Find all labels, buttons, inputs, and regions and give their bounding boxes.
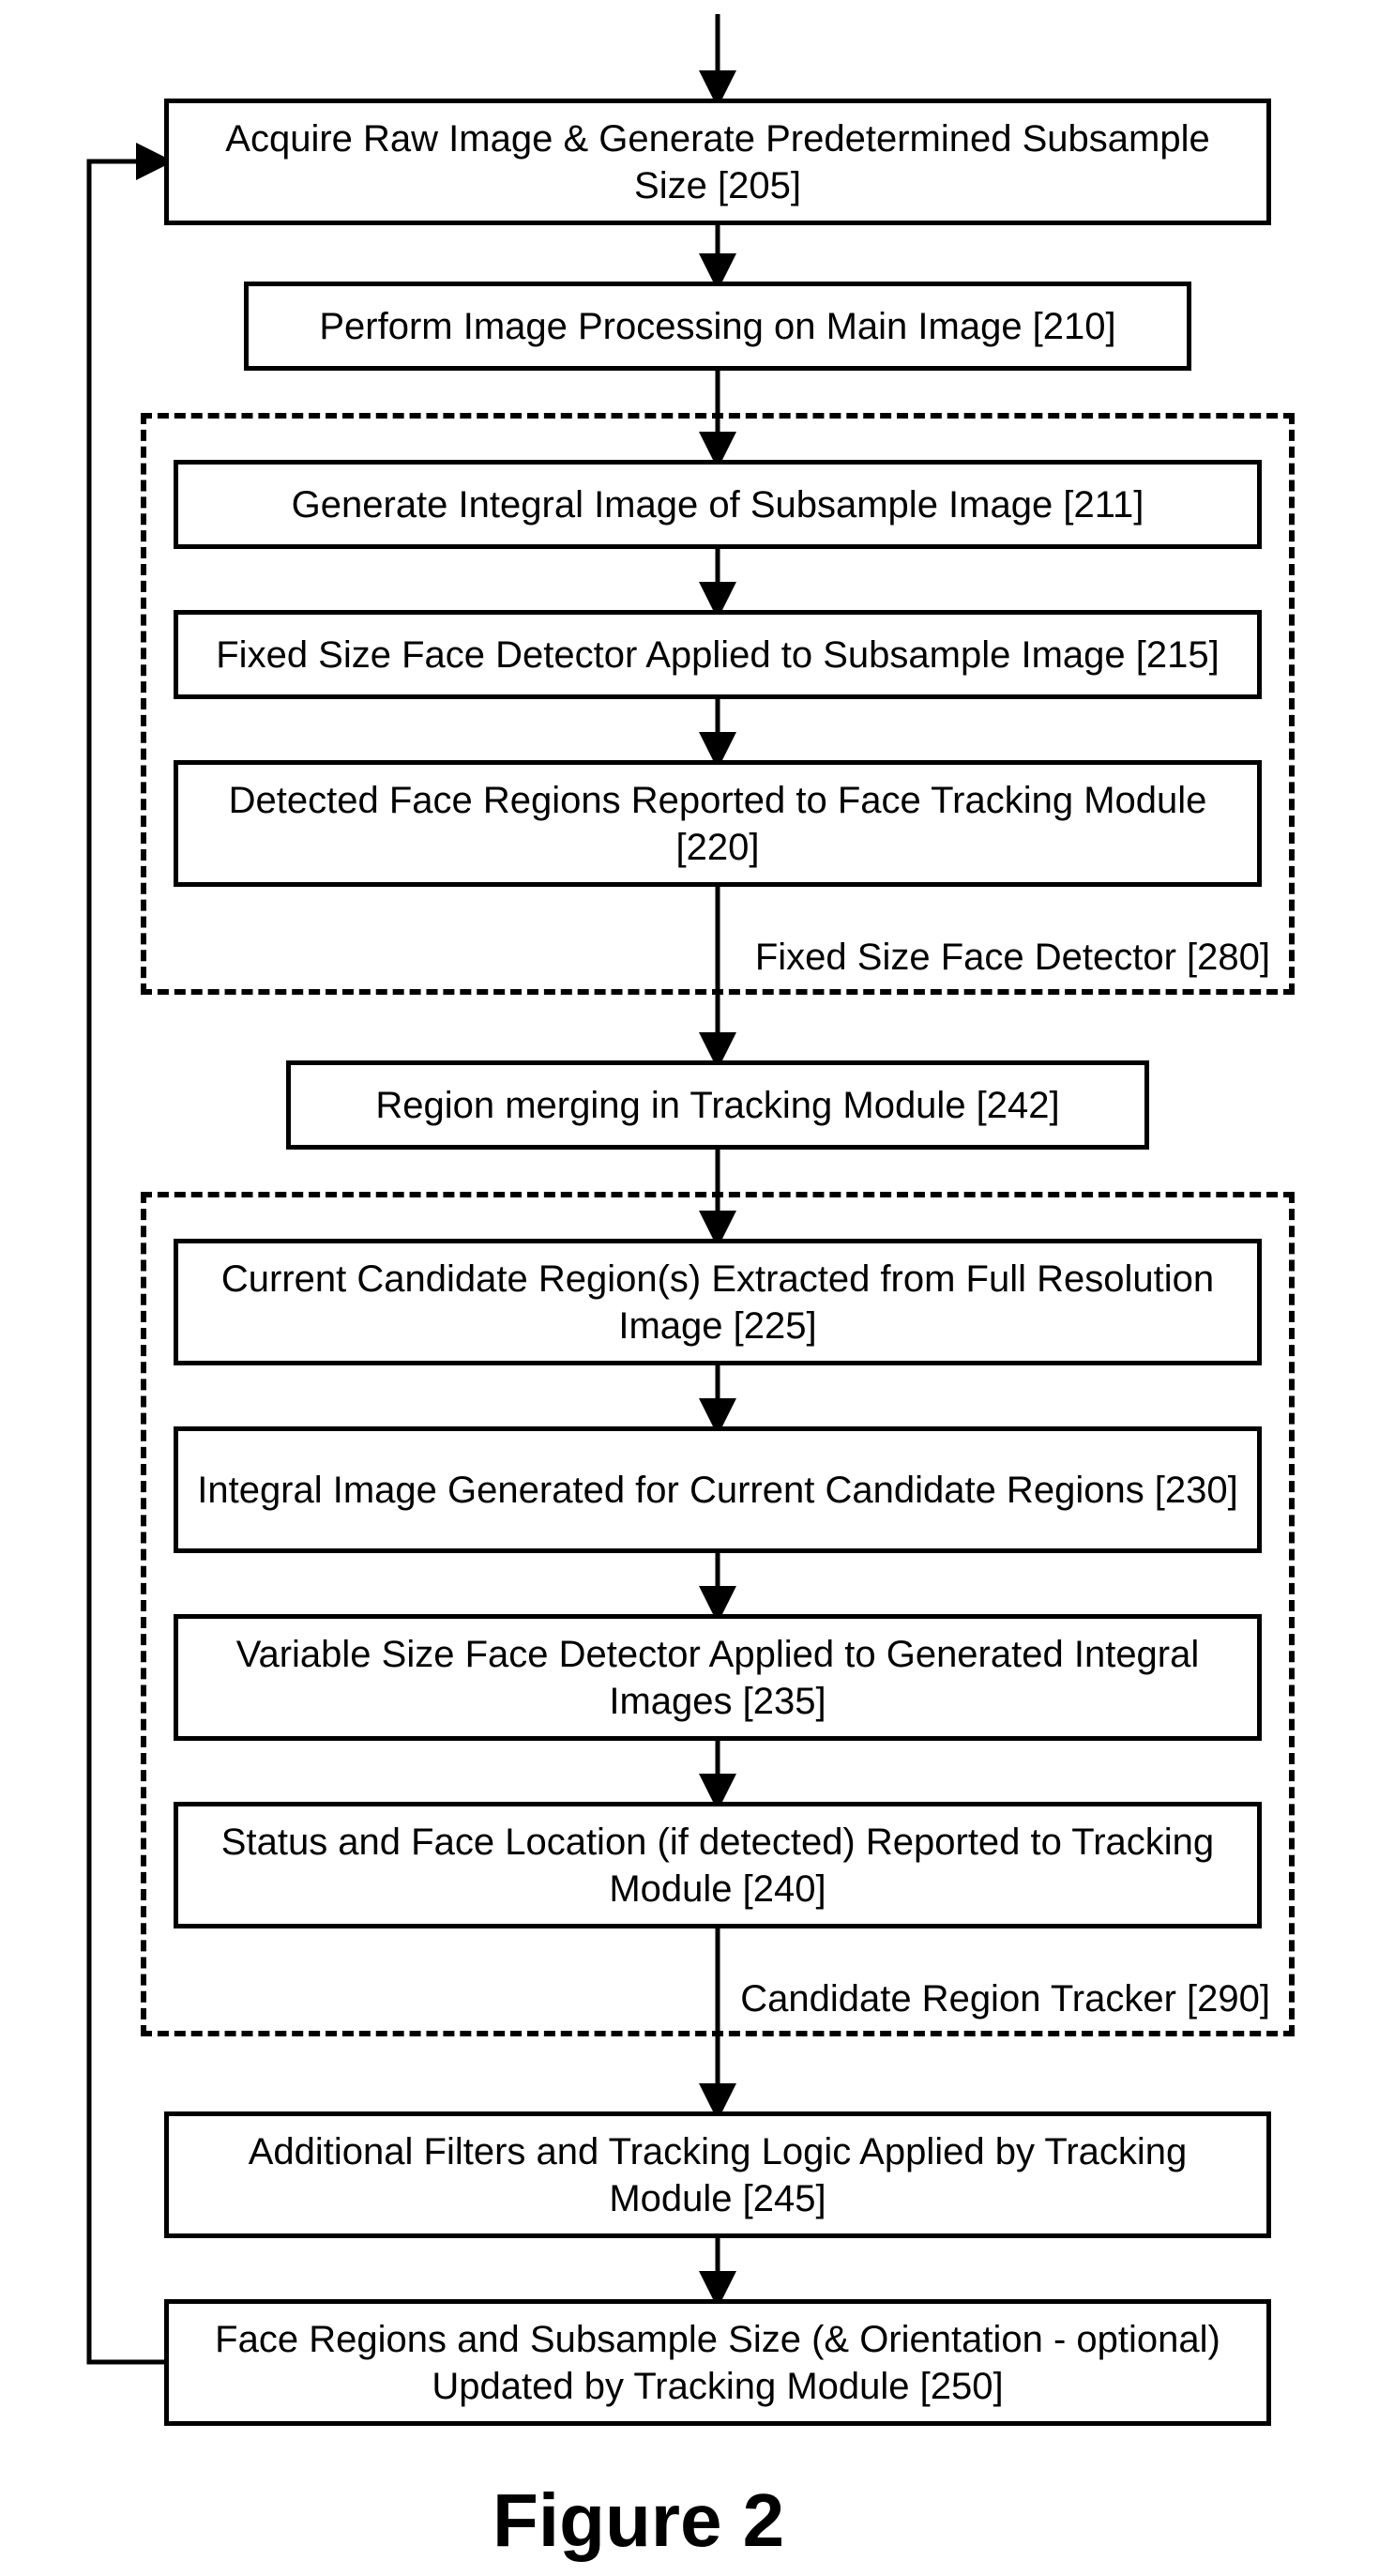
node-label-n250: Face Regions and Subsample Size (& Orien… — [188, 2316, 1248, 2410]
node-n225: Current Candidate Region(s) Extracted fr… — [174, 1239, 1262, 1365]
node-n211: Generate Integral Image of Subsample Ima… — [174, 460, 1262, 549]
node-label-n225: Current Candidate Region(s) Extracted fr… — [197, 1256, 1238, 1349]
node-n250: Face Regions and Subsample Size (& Orien… — [164, 2299, 1271, 2426]
node-n242: Region merging in Tracking Module [242] — [286, 1060, 1149, 1150]
figure-title: Figure 2 — [492, 2477, 784, 2564]
node-label-n230: Integral Image Generated for Current Can… — [197, 1467, 1238, 1514]
node-label-n240: Status and Face Location (if detected) R… — [197, 1819, 1238, 1913]
node-label-n245: Additional Filters and Tracking Logic Ap… — [188, 2128, 1248, 2222]
node-n220: Detected Face Regions Reported to Face T… — [174, 760, 1262, 887]
node-n240: Status and Face Location (if detected) R… — [174, 1802, 1262, 1928]
flowchart-canvas: Fixed Size Face Detector [280] Candidate … — [0, 0, 1379, 2576]
group-label-g280: Fixed Size Face Detector [280] — [755, 935, 1270, 980]
node-label-n242: Region merging in Tracking Module [242] — [375, 1082, 1059, 1129]
node-n230: Integral Image Generated for Current Can… — [174, 1426, 1262, 1553]
node-n205: Acquire Raw Image & Generate Predetermin… — [164, 99, 1271, 225]
node-n215: Fixed Size Face Detector Applied to Subs… — [174, 610, 1262, 699]
node-label-n235: Variable Size Face Detector Applied to G… — [197, 1631, 1238, 1725]
node-label-n205: Acquire Raw Image & Generate Predetermin… — [188, 115, 1248, 209]
node-n245: Additional Filters and Tracking Logic Ap… — [164, 2111, 1271, 2238]
node-label-n211: Generate Integral Image of Subsample Ima… — [292, 481, 1144, 528]
group-label-g290: Candidate Region Tracker [290] — [740, 1976, 1270, 2021]
node-label-n210: Perform Image Processing on Main Image [… — [319, 303, 1115, 350]
node-label-n215: Fixed Size Face Detector Applied to Subs… — [216, 632, 1219, 678]
node-n235: Variable Size Face Detector Applied to G… — [174, 1614, 1262, 1741]
node-label-n220: Detected Face Regions Reported to Face T… — [197, 777, 1238, 871]
node-n210: Perform Image Processing on Main Image [… — [244, 282, 1191, 371]
